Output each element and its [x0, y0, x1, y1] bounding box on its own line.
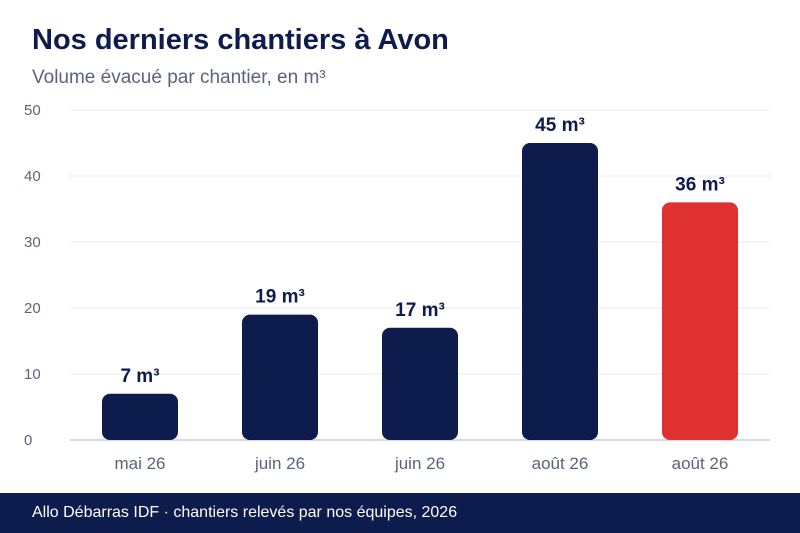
footer-source-text: Allo Débarras IDF · chantiers relevés pa… [32, 504, 458, 521]
y-tick-label: 50 [24, 102, 41, 119]
bar [522, 143, 598, 440]
x-tick-label: mai 26 [114, 454, 165, 473]
chart-subtitle: Volume évacué par chantier, en m³ [32, 67, 326, 88]
x-tick-label: juin 26 [394, 454, 445, 473]
bar [102, 393, 178, 440]
y-tick-label: 30 [24, 234, 41, 251]
chart-title: Nos derniers chantiers à Avon [32, 24, 449, 56]
bar-chart: 0 10 20 30 40 50 7 m³ mai 26 19 m³ juin 26 17 m³ ju… [24, 102, 770, 473]
x-tick-label: juin 26 [254, 454, 305, 473]
y-tick-label: 0 [24, 432, 32, 449]
data-label: 45 m³ [535, 115, 585, 136]
y-tick-label: 20 [24, 300, 41, 317]
x-tick-label: août 26 [532, 454, 589, 473]
bar [242, 314, 318, 440]
x-tick-label: août 26 [672, 454, 729, 473]
footer-bar: Allo Débarras IDF · chantiers relevés pa… [0, 493, 800, 533]
data-label: 17 m³ [395, 300, 445, 321]
data-label: 7 m³ [120, 366, 159, 387]
y-tick-label: 10 [24, 366, 41, 383]
data-label: 19 m³ [255, 287, 305, 308]
bar [382, 327, 458, 440]
bar [662, 202, 738, 440]
data-label: 36 m³ [675, 174, 725, 195]
y-tick-label: 40 [24, 168, 41, 185]
